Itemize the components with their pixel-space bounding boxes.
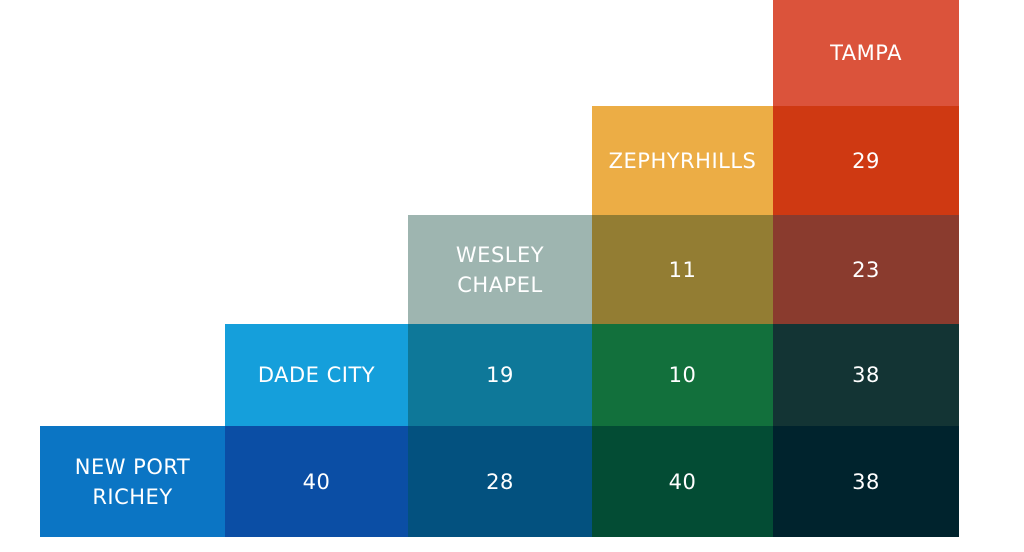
city-label-cell: NEW PORT RICHEY <box>40 426 225 537</box>
distance-value-cell: 29 <box>773 106 959 215</box>
distance-value-cell: 28 <box>408 426 592 537</box>
distance-value-cell: 11 <box>592 215 773 324</box>
distance-value-cell: 19 <box>408 324 592 426</box>
distance-value-cell: 23 <box>773 215 959 324</box>
city-label-cell: TAMPA <box>773 0 959 106</box>
city-label-cell: ZEPHYRHILLS <box>592 106 773 215</box>
city-label-cell: DADE CITY <box>225 324 408 426</box>
distance-value-cell: 10 <box>592 324 773 426</box>
distance-value-cell: 38 <box>773 426 959 537</box>
distance-value-cell: 38 <box>773 324 959 426</box>
distance-value-cell: 40 <box>225 426 408 537</box>
city-label-cell: WESLEY CHAPEL <box>408 215 592 324</box>
distance-value-cell: 40 <box>592 426 773 537</box>
